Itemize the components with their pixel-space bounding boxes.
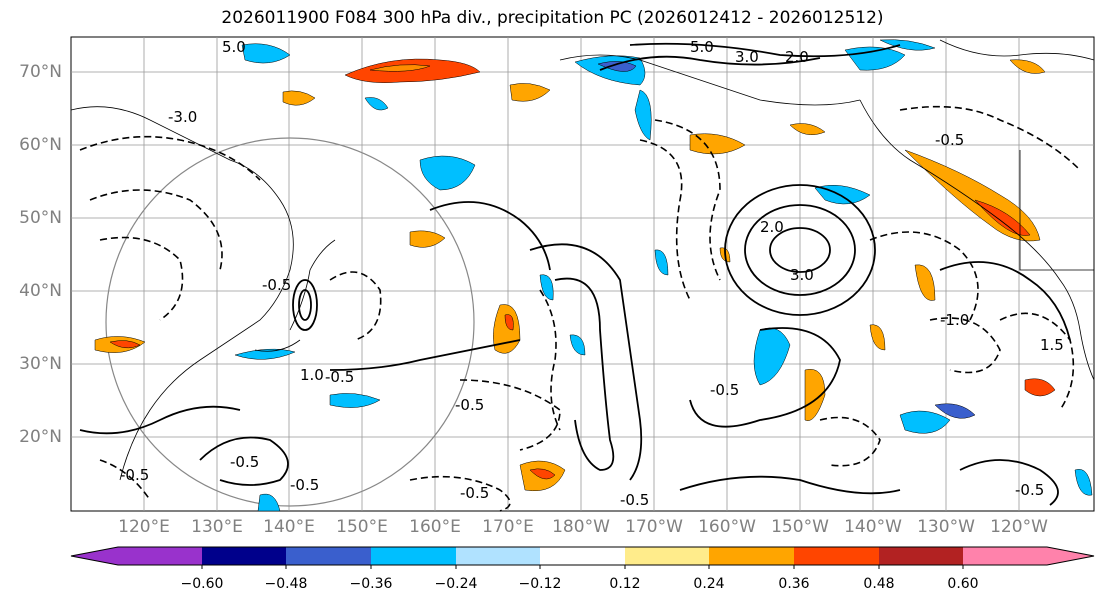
svg-text:-0.5: -0.5	[620, 491, 649, 509]
lon-label-140e: 140°E	[263, 517, 315, 537]
colorbar-segment	[540, 547, 625, 565]
colorbar-tick-label: 0.24	[693, 576, 725, 592]
range-circle	[105, 137, 475, 507]
colorbar-tick-label: −0.12	[518, 576, 562, 592]
lat-label-40: 40°N	[19, 281, 62, 301]
svg-text:-0.5: -0.5	[1015, 481, 1044, 499]
lon-label-140w: 140°W	[844, 517, 902, 537]
svg-text:-0.5: -0.5	[935, 131, 964, 149]
lon-label-180w: 180°W	[552, 517, 610, 537]
map-title: 2026011900 F084 300 hPa div., precipitat…	[221, 8, 884, 28]
div-contours-negative	[79, 105, 1081, 512]
lat-label-30: 30°N	[19, 354, 62, 374]
svg-text:-1.0: -1.0	[940, 311, 969, 329]
colorbar-segment	[709, 547, 794, 565]
svg-text:-3.0: -3.0	[168, 108, 197, 126]
lat-label-50: 50°N	[19, 208, 62, 228]
svg-text:5.0: 5.0	[222, 38, 246, 56]
colorbar-tick-label: −0.60	[180, 576, 224, 592]
lon-label-150w: 150°W	[771, 517, 829, 537]
lat-label-60: 60°N	[19, 135, 62, 155]
colorbar-segment	[963, 547, 1047, 565]
colorbar-segment	[371, 547, 456, 565]
lat-label-70: 70°N	[19, 62, 62, 82]
svg-text:-0.5: -0.5	[325, 368, 354, 386]
colorbar-tick-label: 0.48	[863, 576, 895, 592]
lon-label-170e: 170°E	[482, 517, 534, 537]
colorbar-segment	[286, 547, 371, 565]
svg-text:-0.5: -0.5	[290, 476, 319, 494]
svg-text:-0.5: -0.5	[262, 276, 291, 294]
contour-labels: 5.0 5.0 3.0 2.0 -3.0 -0.5 -0.5 3.0 2.0 1…	[120, 38, 1064, 509]
lon-label-160w: 160°W	[698, 517, 756, 537]
colorbar-extend-high	[1047, 547, 1094, 565]
colorbar-segment	[879, 547, 963, 565]
svg-text:-0.5: -0.5	[460, 484, 489, 502]
coastlines	[70, 39, 1095, 481]
div-contours-positive	[79, 42, 1071, 506]
lon-label-120e: 120°E	[118, 517, 170, 537]
svg-text:1.5: 1.5	[1040, 336, 1064, 354]
svg-text:-0.5: -0.5	[230, 453, 259, 471]
colorbar-outline	[70, 546, 1095, 566]
svg-text:2.0: 2.0	[760, 218, 784, 236]
lon-label-130w: 130°W	[917, 517, 975, 537]
colorbar-extend-low	[71, 547, 118, 565]
lon-label-120w: 120°W	[990, 517, 1048, 537]
colorbar-tick-label: −0.36	[349, 576, 393, 592]
svg-text:-0.5: -0.5	[120, 466, 149, 484]
svg-text:5.0: 5.0	[690, 38, 714, 56]
lat-label-20: 20°N	[19, 427, 62, 447]
svg-text:-0.5: -0.5	[455, 396, 484, 414]
colorbar-tick-label: −0.48	[264, 576, 308, 592]
colorbar-segment	[202, 547, 286, 565]
colorbar-segment	[118, 547, 202, 565]
lon-label-150e: 150°E	[336, 517, 388, 537]
colorbar-tick-label: 0.12	[609, 576, 641, 592]
svg-text:2.0: 2.0	[785, 48, 809, 66]
svg-text:-0.5: -0.5	[710, 381, 739, 399]
colorbar-tick-label: 0.60	[947, 576, 979, 592]
lon-label-160e: 160°E	[409, 517, 461, 537]
colorbar-tick-label: 0.36	[778, 576, 810, 592]
colorbar-segment	[794, 547, 879, 565]
colorbar-segment	[456, 547, 540, 565]
lon-label-170w: 170°W	[625, 517, 683, 537]
svg-text:3.0: 3.0	[735, 48, 759, 66]
colorbar-segment	[625, 547, 709, 565]
svg-text:1.0: 1.0	[300, 366, 324, 384]
colorbar-tick-label: −0.24	[434, 576, 478, 592]
lon-label-130e: 130°E	[191, 517, 243, 537]
svg-text:3.0: 3.0	[790, 266, 814, 284]
